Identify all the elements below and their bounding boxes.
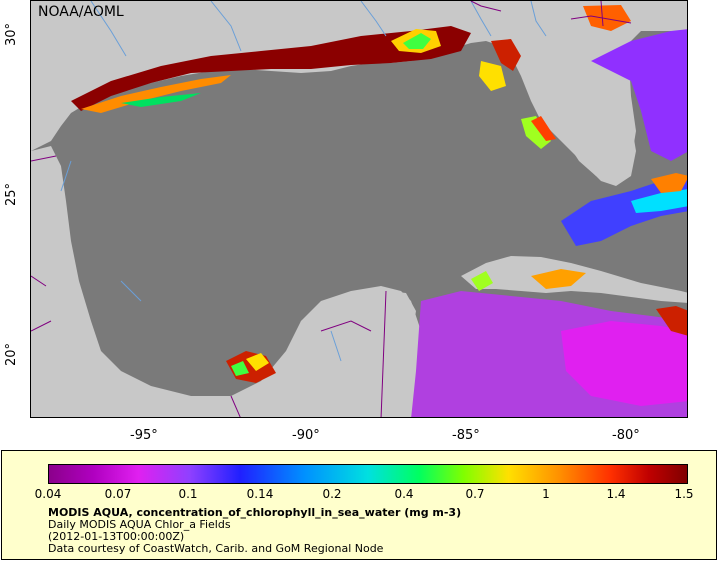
colorbar-tick-6: 0.7 [465, 487, 485, 501]
yucatan-land [289, 289, 416, 401]
lon-label-95: -95° [130, 428, 158, 443]
lat-label-20: 20° [4, 342, 19, 366]
chlorophyll-north-coast-mid [81, 75, 231, 113]
chlorophyll-campeche-green [231, 361, 249, 376]
chlorophyll-florida-bay [531, 116, 556, 141]
chlorophyll-straits-cyan [631, 189, 687, 213]
colorbar-tick-7: 1 [542, 487, 550, 501]
lat-label-25: 25° [4, 182, 19, 206]
chlorophyll-cuba-north [531, 269, 586, 289]
colorbar-tick-4: 0.2 [322, 487, 342, 501]
chlorophyll-north-coast-high [71, 26, 471, 111]
chlorophyll-caribbean-magenta [561, 321, 687, 406]
colorbar-tick-9: 1.5 [674, 487, 694, 501]
chlorophyll-mississippi-green [403, 33, 431, 49]
border-lines [31, 1, 632, 417]
colorbar-tick-5: 0.4 [394, 487, 414, 501]
colorbar-tick-8: 1.4 [606, 487, 626, 501]
chlorophyll-campeche-yellow [246, 353, 269, 371]
legend-line-3: Data courtesy of CoastWatch, Carib. and … [48, 542, 384, 555]
legend-line-1: Daily MODIS AQUA Chlor_a Fields [48, 518, 231, 531]
legend-line-2: (2012-01-13T00:00:00Z) [48, 530, 185, 543]
lon-label-90: -90° [292, 428, 320, 443]
chlorophyll-florida-west [479, 61, 506, 91]
legend-title: MODIS AQUA, concentration_of_chlorophyll… [48, 506, 462, 519]
map-area[interactable] [30, 0, 688, 418]
chlorophyll-east-purple [591, 29, 687, 161]
chlorophyll-bahamas-orange [651, 173, 687, 193]
chlorophyll-straits-blue [561, 176, 687, 246]
chlorophyll-map [31, 1, 687, 417]
chlorophyll-florida-panhandle [491, 39, 521, 71]
chlorophyll-north-coast-green [121, 93, 201, 107]
lon-label-85: -85° [452, 428, 480, 443]
lon-label-80: -80° [612, 428, 640, 443]
colorbar-tick-0: 0.04 [34, 487, 62, 501]
credit-label: NOAA/AOML [38, 4, 124, 20]
colorbar [48, 464, 688, 484]
chlorophyll-northeast-orange [583, 5, 631, 31]
river-lines [60, 1, 547, 362]
lat-label-30: 30° [4, 22, 19, 46]
chlorophyll-caribbean-red [656, 306, 687, 336]
chlorophyll-tampa [521, 116, 551, 149]
colorbar-tick-3: 0.14 [246, 487, 274, 501]
colorbar-tick-1: 0.07 [104, 487, 132, 501]
chlorophyll-cuba-west [471, 271, 493, 291]
colorbar-tick-2: 0.1 [178, 487, 198, 501]
